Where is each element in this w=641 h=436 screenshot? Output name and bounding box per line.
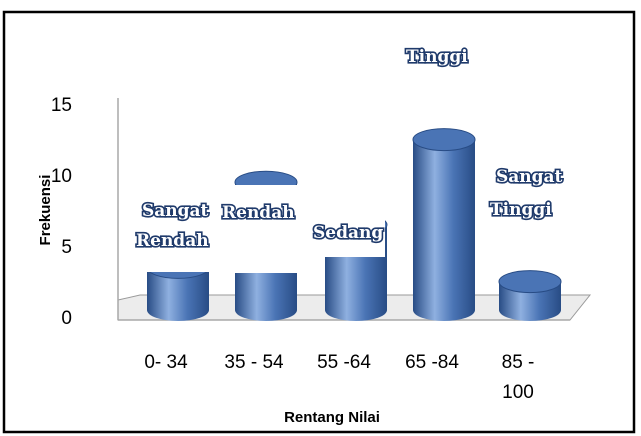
bar-top [412, 128, 476, 152]
y-tick-label: 5 [61, 237, 72, 258]
y-tick-label: 0 [61, 308, 72, 329]
bar [498, 270, 562, 321]
category-labels: 0- 34 35 - 54 55 -64 65 -84 85 - 100 [144, 352, 534, 403]
y-tick-labels: 0 5 10 15 [51, 95, 72, 329]
label-background [222, 185, 297, 273]
data-labels: Sangat Rendah Rendah Sedang Tinggi Sangat Ting… [134, 45, 564, 252]
bar-top [498, 270, 562, 294]
x-axis-title: Rentang Nilai [284, 409, 380, 426]
data-label: Sangat [142, 201, 209, 221]
bar [412, 128, 476, 321]
x-tick-label: 55 -64 [317, 352, 371, 373]
data-label-line2: Tinggi [490, 200, 552, 220]
y-axis-title: Frekuensi [37, 175, 54, 246]
bar-body [147, 267, 209, 321]
label-background [300, 212, 385, 257]
data-label: Rendah [222, 203, 295, 223]
y-tick-label: 10 [51, 166, 72, 187]
data-label: Sangat [496, 167, 563, 187]
x-tick-label: 0- 34 [144, 352, 188, 373]
label-background [490, 176, 575, 216]
x-tick-label: 65 -84 [405, 352, 459, 373]
data-label: Sedang [313, 223, 383, 243]
label-background [120, 214, 215, 272]
data-label-line2: Rendah [136, 231, 209, 251]
bar-series [120, 128, 575, 321]
bar-body [413, 139, 475, 321]
y-tick-label: 15 [51, 95, 72, 116]
x-tick-label: 85 - [502, 352, 535, 373]
data-label: Tinggi [406, 47, 468, 67]
x-tick-label-line2: 100 [502, 382, 534, 403]
x-tick-label: 35 - 54 [224, 352, 284, 373]
